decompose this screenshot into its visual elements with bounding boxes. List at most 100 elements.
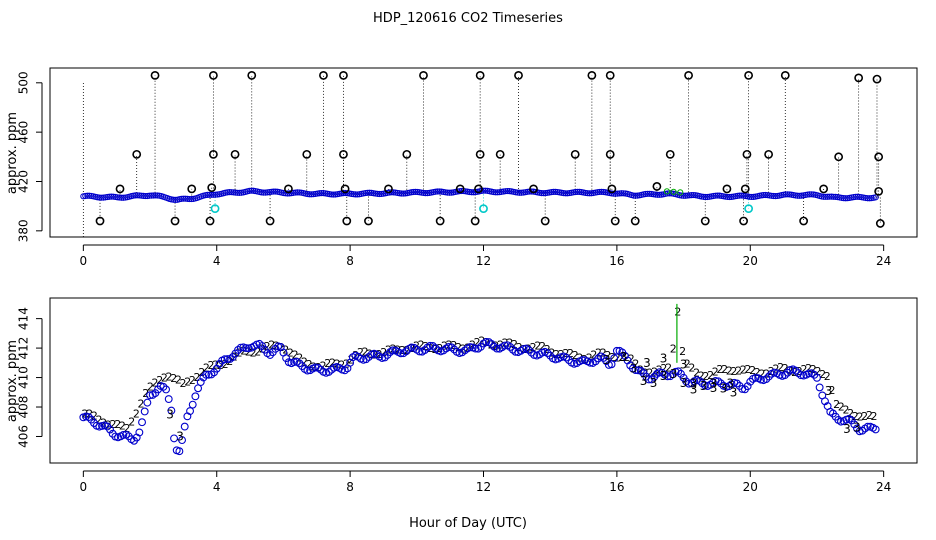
spike-point <box>284 184 293 194</box>
panel-top: 0 4 8 12 16 20 24 380 420 460 500 approx. ppm <box>5 67 918 268</box>
series-3-point: 3 <box>176 429 184 443</box>
baseline-point <box>540 190 547 197</box>
baseline-point <box>652 191 659 198</box>
baseline-point <box>116 194 123 201</box>
series-2-point: 2 <box>455 341 462 354</box>
baseline-point <box>410 188 417 196</box>
series-2-point: 2 <box>404 344 411 357</box>
bottom-x-tick-label: 12 <box>476 480 491 494</box>
series-1-point <box>682 377 691 386</box>
baseline-point <box>150 192 157 199</box>
baseline-point <box>98 194 105 201</box>
series-3-point: 3 <box>825 384 833 398</box>
baseline-point <box>468 189 475 196</box>
baseline-point <box>262 189 269 196</box>
spike-point <box>587 71 597 80</box>
series-3-point: 3 <box>690 376 698 390</box>
bottom-x-tick-label: 8 <box>346 480 354 494</box>
baseline-point <box>316 190 323 197</box>
series-1-point <box>220 355 229 364</box>
series-2-point: 2 <box>418 339 425 352</box>
series-2-point: 2 <box>604 349 611 362</box>
baseline-point <box>172 196 179 203</box>
baseline-point <box>232 189 239 196</box>
series-2-point: 2 <box>511 338 518 351</box>
series-2-point: 2 <box>222 358 229 371</box>
baseline-point <box>136 192 143 199</box>
series-2-point: 2 <box>758 368 765 381</box>
spike-point <box>630 216 640 226</box>
series-1-point <box>466 343 475 352</box>
baseline-point <box>272 188 279 195</box>
series-2-point: 2 <box>362 345 369 358</box>
bottom-y-tick-label: 414 <box>17 307 31 330</box>
series-2-point: 2 <box>310 360 317 373</box>
series-1-point <box>396 349 405 358</box>
series-2-point: 2 <box>707 369 714 382</box>
baseline-point <box>688 192 695 199</box>
baseline-point <box>808 191 815 198</box>
spike-point <box>470 216 480 226</box>
series-2-point: 2 <box>114 418 121 431</box>
baseline-point <box>132 192 139 199</box>
series-2-point: 2 <box>609 351 616 364</box>
series-2-point: 2 <box>726 365 733 378</box>
series-1-point <box>780 371 789 380</box>
series-2-point: 2 <box>842 404 849 417</box>
spike-point <box>302 149 312 159</box>
top-axes: 0 4 8 12 16 20 24 380 420 460 500 <box>17 71 892 268</box>
series-1-point <box>175 447 184 456</box>
series-2-point: 2 <box>637 363 644 376</box>
series-2-point: 2 <box>712 366 719 379</box>
baseline-point <box>852 193 859 200</box>
baseline-point <box>182 195 189 202</box>
top-x-tick-label: 16 <box>609 254 624 268</box>
series-2-point: 2 <box>357 346 364 359</box>
spike-point <box>854 73 864 83</box>
series-1-point <box>482 338 491 346</box>
baseline-point <box>374 190 381 197</box>
series-1-point <box>636 366 645 375</box>
baseline-point <box>614 190 621 197</box>
spike-point <box>435 216 445 226</box>
series-2-point: 2 <box>138 398 145 411</box>
baseline-point <box>318 189 325 197</box>
series-2-point: 2 <box>180 377 187 390</box>
baseline-point <box>630 192 637 199</box>
series-2-point: 2 <box>716 363 723 376</box>
series-1-point <box>119 430 128 439</box>
baseline-point <box>84 192 91 199</box>
x-axis-label: Hour of Day (UTC) <box>409 516 527 531</box>
top-x-tick-label: 24 <box>876 254 891 268</box>
series-2-point: 2 <box>819 368 826 381</box>
series-2-point: 2 <box>740 363 747 376</box>
series-3-point: 3 <box>660 369 668 383</box>
bottom-x-tick-label: 20 <box>743 480 758 494</box>
series-2-point: 2 <box>660 362 667 375</box>
series-1-point <box>564 356 573 365</box>
baseline-point <box>210 191 217 198</box>
baseline-point <box>828 193 835 200</box>
series-2-point: 2 <box>96 413 103 426</box>
series-2-point: 2 <box>268 339 275 352</box>
bottom-marks: 2222222222222222222222222222222222222222… <box>79 303 880 456</box>
baseline-point <box>352 191 359 198</box>
series-1-point <box>647 375 656 384</box>
series-2-point: 2 <box>814 365 821 378</box>
series-2-point: 2 <box>665 361 672 374</box>
baseline-point <box>504 187 511 195</box>
baseline-point <box>248 187 255 194</box>
series-1-point <box>159 382 168 391</box>
series-2-point: 2 <box>152 376 159 389</box>
series-2-point: 2 <box>777 361 784 374</box>
series-3-point: 3 <box>630 361 638 375</box>
series-3-point: 3 <box>720 381 728 395</box>
series-1-point <box>863 422 872 431</box>
baseline-point <box>726 193 733 201</box>
baseline-point <box>842 195 849 202</box>
baseline-point <box>184 195 191 202</box>
baseline-point <box>342 189 349 197</box>
series-3-point: 3 <box>690 382 698 396</box>
baseline-point <box>366 189 373 196</box>
